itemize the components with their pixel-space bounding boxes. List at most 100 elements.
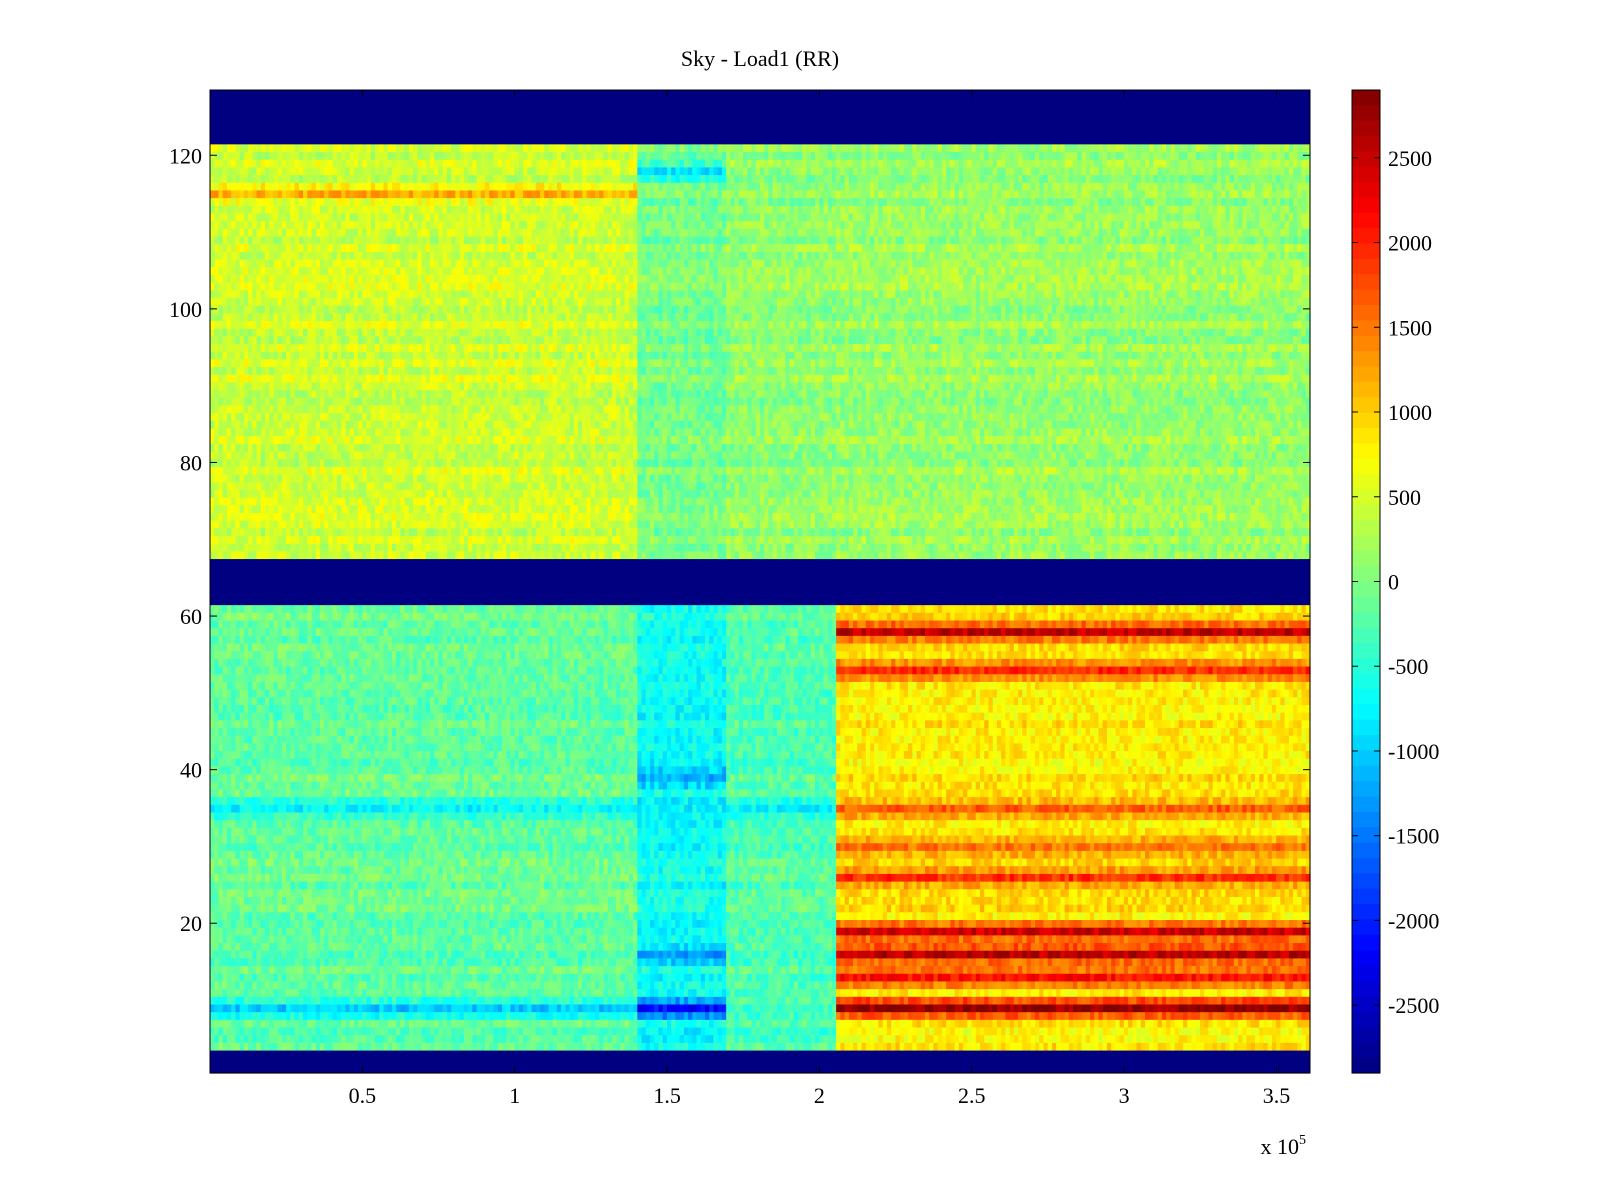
heatmap-cell — [1276, 1003, 1281, 1013]
heatmap-cell — [370, 965, 376, 974]
heatmap-cell — [1068, 911, 1074, 921]
heatmap-cell — [345, 919, 351, 928]
heatmap-cell — [607, 996, 613, 1005]
heatmap-cell — [400, 1019, 406, 1028]
heatmap-cell — [819, 1042, 825, 1051]
heatmap-cell — [1233, 934, 1239, 944]
heatmap-cell — [1267, 942, 1273, 951]
heatmap-cell — [988, 1034, 994, 1043]
heatmap-cell — [252, 927, 258, 936]
heatmap-cell — [836, 973, 841, 982]
heatmap-cell — [1170, 1019, 1176, 1028]
heatmap-cell — [480, 996, 486, 1005]
heatmap-cell — [303, 1034, 308, 1043]
heatmap-cell — [210, 1034, 215, 1043]
heatmap-cell — [781, 1003, 786, 1013]
heatmap-cell — [1140, 919, 1146, 928]
heatmap-cell — [654, 950, 660, 959]
heatmap-cell — [1106, 950, 1112, 959]
heatmap-cell — [1301, 1011, 1307, 1020]
heatmap-cell — [1009, 1003, 1015, 1013]
heatmap-cell — [853, 1003, 858, 1013]
heatmap-cell — [451, 996, 456, 1005]
heatmap-cell — [514, 904, 520, 913]
heatmap-cell — [954, 1003, 960, 1013]
heatmap-cell — [1073, 988, 1078, 997]
heatmap-cell — [1288, 980, 1294, 990]
heatmap-cell — [218, 911, 224, 921]
heatmap-cell — [1161, 1003, 1167, 1013]
heatmap-cell — [996, 988, 1002, 997]
heatmap-cell — [679, 980, 685, 990]
heatmap-cell — [226, 957, 232, 967]
heatmap-cell — [789, 911, 795, 921]
heatmap-cell — [950, 904, 956, 913]
heatmap-cell — [430, 911, 435, 921]
heatmap-cell — [442, 1011, 448, 1020]
heatmap-cell — [1094, 1034, 1100, 1043]
heatmap-cell — [696, 904, 702, 913]
heatmap-cell — [721, 942, 727, 951]
heatmap-cell — [1005, 927, 1011, 936]
heatmap-cell — [1035, 1034, 1040, 1043]
heatmap-cell — [1149, 996, 1155, 1005]
heatmap-cell — [366, 1042, 372, 1051]
heatmap-cell — [1174, 988, 1180, 997]
heatmap-cell — [650, 988, 655, 997]
heatmap-cell — [408, 927, 414, 936]
heatmap-cell — [375, 919, 380, 928]
heatmap-cell — [1212, 973, 1218, 982]
heatmap-cell — [1111, 957, 1116, 967]
heatmap-cell — [417, 980, 423, 990]
heatmap-cell — [844, 973, 850, 982]
heatmap-cell — [252, 988, 258, 997]
heatmap-cell — [561, 911, 566, 921]
heatmap-cell — [286, 1042, 291, 1051]
heatmap-cell — [1187, 934, 1193, 944]
heatmap-cell — [1242, 911, 1248, 921]
heatmap-cell — [523, 1011, 528, 1020]
heatmap-cell — [1064, 904, 1070, 913]
heatmap-cell — [1085, 904, 1091, 913]
heatmap-cell — [971, 988, 977, 997]
heatmap-cell — [396, 1011, 401, 1020]
heatmap-cell — [595, 919, 600, 928]
heatmap-cell — [1229, 1026, 1235, 1036]
heatmap-cell — [996, 957, 1002, 967]
heatmap-cell — [768, 1011, 774, 1020]
heatmap-cell — [950, 973, 956, 982]
heatmap-cell — [1221, 934, 1226, 944]
heatmap-cell — [688, 927, 693, 936]
heatmap-cell — [1094, 1019, 1100, 1028]
heatmap-cell — [700, 919, 706, 928]
heatmap-cell — [912, 988, 918, 997]
heatmap-cell — [569, 927, 575, 936]
heatmap-cell — [1170, 950, 1176, 959]
heatmap-cell — [679, 1026, 685, 1036]
heatmap-cell — [535, 950, 541, 959]
heatmap-cell — [1242, 1019, 1248, 1028]
heatmap-cell — [1178, 911, 1184, 921]
heatmap-cell — [882, 996, 888, 1005]
heatmap-cell — [1085, 1026, 1091, 1036]
heatmap-cell — [831, 911, 837, 921]
heatmap-cell — [1161, 1011, 1167, 1020]
heatmap-cell — [865, 1011, 871, 1020]
heatmap-cell — [963, 1019, 968, 1028]
heatmap-cell — [730, 950, 736, 959]
heatmap-cell — [370, 1019, 376, 1028]
heatmap-cell — [531, 957, 537, 967]
heatmap-cell — [1051, 919, 1057, 928]
heatmap-cell — [459, 904, 465, 913]
heatmap-cell — [1200, 973, 1205, 982]
heatmap-cell — [548, 1026, 554, 1036]
heatmap-cell — [531, 942, 537, 951]
heatmap-cell — [413, 980, 418, 990]
heatmap-cell — [548, 996, 554, 1005]
heatmap-cell — [1229, 988, 1235, 997]
heatmap-cell — [1128, 904, 1133, 913]
heatmap-cell — [950, 919, 956, 928]
heatmap-cell — [391, 927, 397, 936]
heatmap-cell — [895, 1011, 901, 1020]
heatmap-cell — [1115, 1034, 1121, 1043]
